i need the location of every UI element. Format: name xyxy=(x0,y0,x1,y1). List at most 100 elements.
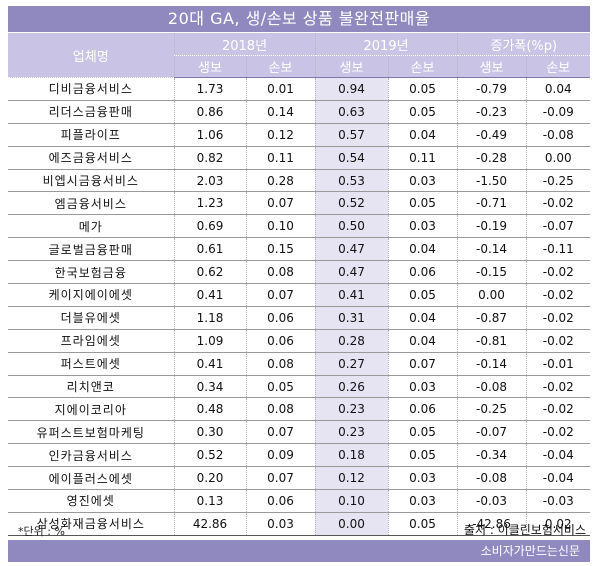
company-column-header: 업체명 xyxy=(8,33,174,78)
y2019-nonlife-cell: 0.03 xyxy=(387,214,458,239)
year-2018-header: 2018년 xyxy=(173,33,316,56)
chg-nonlife-cell: -0.07 xyxy=(525,214,591,239)
table-row: 한국보험금융 0.62 0.08 0.47 0.06 -0.15 -0.02 xyxy=(8,260,591,285)
chg-nonlife-cell: -0.02 xyxy=(525,397,591,422)
y2019-nonlife-cell: 0.04 xyxy=(387,329,458,353)
nonlife-subheader: 손보 xyxy=(525,55,591,78)
y2018-nonlife-cell: 0.01 xyxy=(245,77,316,101)
table-row: 피플라이프 1.06 0.12 0.57 0.04 -0.49 -0.08 xyxy=(8,123,591,147)
y2018-nonlife-cell: 0.08 xyxy=(245,397,316,422)
life-subheader: 생보 xyxy=(173,55,246,78)
chg-nonlife-cell: -0.11 xyxy=(525,237,591,262)
chg-life-cell: -0.03 xyxy=(456,489,527,513)
y2018-life-cell: 0.41 xyxy=(173,352,246,376)
y2019-nonlife-cell: 0.03 xyxy=(387,489,458,513)
y2018-nonlife-cell: 0.10 xyxy=(245,214,316,239)
chg-life-cell: -0.81 xyxy=(456,329,527,353)
chg-life-cell: -1.50 xyxy=(456,169,527,193)
chg-life-cell: -0.15 xyxy=(456,260,527,285)
chg-nonlife-cell: -0.02 xyxy=(525,260,591,285)
y2018-nonlife-cell: 0.07 xyxy=(245,466,316,491)
y2019-nonlife-cell: 0.05 xyxy=(387,443,458,468)
y2018-nonlife-cell: 0.07 xyxy=(245,191,316,216)
chg-nonlife-cell: -0.02 xyxy=(525,375,591,399)
nonlife-subheader: 손보 xyxy=(245,55,316,78)
table-row: 지에이코리아 0.48 0.08 0.23 0.06 -0.25 -0.02 xyxy=(8,397,591,422)
y2018-life-cell: 1.73 xyxy=(173,77,246,101)
y2018-life-cell: 0.61 xyxy=(173,237,246,262)
chg-life-cell: 0.00 xyxy=(456,283,527,307)
y2018-nonlife-cell: 0.06 xyxy=(245,489,316,513)
chg-life-cell: -0.14 xyxy=(456,237,527,262)
y2019-nonlife-cell: 0.07 xyxy=(387,352,458,376)
table-row: 더블유에셋 1.18 0.06 0.31 0.04 -0.87 -0.02 xyxy=(8,306,591,330)
y2019-life-cell: 0.26 xyxy=(314,375,389,399)
chg-life-cell: -0.49 xyxy=(456,123,527,147)
y2018-life-cell: 0.52 xyxy=(173,443,246,468)
year-2019-header: 2019년 xyxy=(314,33,458,56)
company-name-cell: 삼성화재금융서비스 xyxy=(8,512,174,536)
y2018-nonlife-cell: 0.05 xyxy=(245,375,316,399)
company-name-cell: 영진에셋 xyxy=(8,489,174,513)
y2018-nonlife-cell: 0.07 xyxy=(245,420,316,445)
table-row: 비엡시금융서비스 2.03 0.28 0.53 0.03 -1.50 -0.25 xyxy=(8,169,591,193)
table-row: 리치앤코 0.34 0.05 0.26 0.03 -0.08 -0.02 xyxy=(8,375,591,399)
y2018-life-cell: 0.86 xyxy=(173,100,246,124)
chg-nonlife-cell: 0.04 xyxy=(525,77,591,101)
chg-life-cell: -0.23 xyxy=(456,100,527,124)
source-credit: 출처 : 이클린보험서비스 xyxy=(463,523,586,537)
chg-life-cell: -0.08 xyxy=(456,466,527,491)
y2019-life-cell: 0.18 xyxy=(314,443,389,468)
y2019-nonlife-cell: 0.03 xyxy=(387,169,458,193)
y2019-nonlife-cell: 0.06 xyxy=(387,260,458,285)
chg-nonlife-cell: 0.00 xyxy=(525,146,591,170)
chg-life-cell: -0.87 xyxy=(456,306,527,330)
y2018-life-cell: 0.30 xyxy=(173,420,246,445)
y2018-nonlife-cell: 0.15 xyxy=(245,237,316,262)
table-row: 엠금융서비스 1.23 0.07 0.52 0.05 -0.71 -0.02 xyxy=(8,191,591,216)
table-row: 퍼스트에셋 0.41 0.08 0.27 0.07 -0.14 -0.01 xyxy=(8,352,591,376)
y2018-nonlife-cell: 0.28 xyxy=(245,169,316,193)
table-title: 20대 GA, 생/손보 상품 불완전판매율 xyxy=(8,6,590,32)
publisher-footer: 소비자가만드는신문 xyxy=(8,540,590,562)
table-row: 인카금융서비스 0.52 0.09 0.18 0.05 -0.34 -0.04 xyxy=(8,443,591,468)
company-name-cell: 메가 xyxy=(8,214,174,239)
chg-life-cell: -0.71 xyxy=(456,191,527,216)
chg-life-cell: -0.08 xyxy=(456,375,527,399)
company-name-cell: 케이지에이에셋 xyxy=(8,283,174,307)
y2019-life-cell: 0.27 xyxy=(314,352,389,376)
y2018-nonlife-cell: 0.09 xyxy=(245,443,316,468)
y2019-life-cell: 0.50 xyxy=(314,214,389,239)
y2018-life-cell: 0.48 xyxy=(173,397,246,422)
company-name-cell: 퍼스트에셋 xyxy=(8,352,174,376)
y2018-nonlife-cell: 0.07 xyxy=(245,283,316,307)
y2018-life-cell: 1.18 xyxy=(173,306,246,330)
y2018-life-cell: 0.13 xyxy=(173,489,246,513)
y2018-life-cell: 0.82 xyxy=(173,146,246,170)
y2019-life-cell: 0.94 xyxy=(314,77,389,101)
chg-life-cell: -0.28 xyxy=(456,146,527,170)
chg-nonlife-cell: -0.03 xyxy=(525,489,591,513)
company-name-cell: 글로벌금융판매 xyxy=(8,237,174,262)
y2019-nonlife-cell: 0.05 xyxy=(387,191,458,216)
y2019-nonlife-cell: 0.04 xyxy=(387,237,458,262)
y2019-life-cell: 0.12 xyxy=(314,466,389,491)
company-name-cell: 에이플러스에셋 xyxy=(8,466,174,491)
table-row: 디비금융서비스 1.73 0.01 0.94 0.05 -0.79 0.04 xyxy=(8,77,591,101)
y2019-nonlife-cell: 0.05 xyxy=(387,100,458,124)
y2019-life-cell: 0.23 xyxy=(314,420,389,445)
y2019-life-cell: 0.41 xyxy=(314,283,389,307)
sales-rate-table: 업체명 2018년 2019년 증가폭(%p) 생보 손보 생보 손보 생보 손… xyxy=(8,33,591,536)
y2019-life-cell: 0.53 xyxy=(314,169,389,193)
y2018-nonlife-cell: 0.03 xyxy=(245,512,316,536)
y2018-life-cell: 1.09 xyxy=(173,329,246,353)
y2018-life-cell: 0.20 xyxy=(173,466,246,491)
table-row: 프라임에셋 1.09 0.06 0.28 0.04 -0.81 -0.02 xyxy=(8,329,591,353)
nonlife-subheader: 손보 xyxy=(387,55,458,78)
y2019-nonlife-cell: 0.03 xyxy=(387,375,458,399)
table-row: 리더스금융판매 0.86 0.14 0.63 0.05 -0.23 -0.09 xyxy=(8,100,591,124)
chg-nonlife-cell: -0.01 xyxy=(525,352,591,376)
y2018-nonlife-cell: 0.08 xyxy=(245,260,316,285)
company-name-cell: 한국보험금융 xyxy=(8,260,174,285)
unit-note: *단위 : % xyxy=(18,525,65,538)
